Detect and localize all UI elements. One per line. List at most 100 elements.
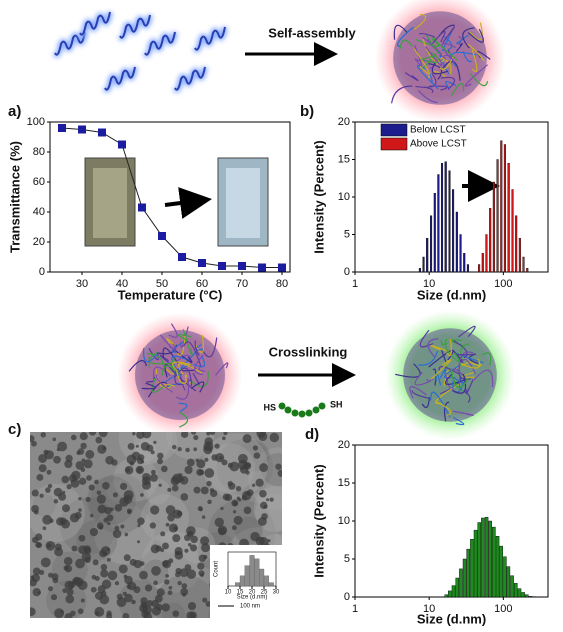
bar <box>470 539 474 598</box>
particle <box>133 586 141 594</box>
bar <box>517 588 522 598</box>
particle <box>179 568 189 577</box>
particle <box>52 437 57 442</box>
particle <box>69 474 77 482</box>
particle <box>218 527 226 536</box>
strand <box>151 377 165 393</box>
strand <box>471 49 478 73</box>
bar <box>507 163 510 273</box>
particle <box>149 522 156 529</box>
particle <box>131 599 136 605</box>
particle <box>174 550 179 555</box>
particle <box>153 580 158 586</box>
strand <box>439 368 447 379</box>
bar <box>518 238 521 273</box>
particle <box>150 505 160 515</box>
y-tick-label: 5 <box>344 228 350 240</box>
y-tick-label: 15 <box>338 153 350 165</box>
particle <box>191 432 197 435</box>
particle <box>235 485 242 492</box>
particle <box>89 513 94 518</box>
x-tick-label: 40 <box>116 278 128 290</box>
particle <box>45 487 51 493</box>
strand <box>430 345 452 353</box>
strand <box>190 381 205 393</box>
particle <box>80 442 87 450</box>
particle <box>219 456 223 460</box>
particle <box>32 567 41 576</box>
particle <box>70 610 76 617</box>
y-tick-label: 100 <box>27 116 45 128</box>
bar <box>466 548 470 598</box>
strand <box>462 27 475 49</box>
strand <box>444 374 467 385</box>
strand <box>178 411 189 428</box>
strand <box>469 73 489 87</box>
chart: 10 15 20 25 30 Size (d.nm) Count <box>214 551 280 601</box>
strand <box>155 368 172 389</box>
particle <box>98 524 104 530</box>
particle <box>203 554 208 560</box>
particle <box>204 457 209 462</box>
particle <box>78 534 86 542</box>
strand <box>452 416 465 426</box>
bar <box>522 256 525 273</box>
particle <box>56 517 65 526</box>
particle <box>85 450 95 459</box>
particle <box>77 448 85 455</box>
particle <box>165 522 170 527</box>
particle <box>269 432 279 443</box>
particle <box>241 494 248 501</box>
y-tick-label: 20 <box>338 439 350 451</box>
bar <box>492 181 495 273</box>
particle <box>80 467 86 473</box>
strand <box>460 343 470 362</box>
particle <box>184 465 193 475</box>
particle <box>91 574 97 580</box>
particle <box>243 506 252 515</box>
particle <box>149 473 158 482</box>
legend-swatch <box>380 137 408 151</box>
strand <box>424 52 440 64</box>
particle <box>30 607 36 616</box>
particle <box>84 547 92 554</box>
particle <box>140 597 148 605</box>
particle <box>32 588 41 597</box>
particle <box>142 480 152 490</box>
bar <box>477 522 481 598</box>
particle <box>38 454 48 463</box>
bar <box>503 556 507 598</box>
bar <box>451 585 456 598</box>
bar <box>444 161 447 273</box>
particle <box>140 493 144 497</box>
micelle-core <box>403 328 497 422</box>
particle <box>114 504 123 512</box>
particle <box>31 489 39 497</box>
bar <box>488 520 492 598</box>
particle <box>118 564 128 574</box>
step-label: Self-assembly <box>268 25 356 40</box>
strand <box>178 362 203 375</box>
strand <box>179 375 186 391</box>
tem-image <box>30 432 282 618</box>
particle <box>127 442 135 450</box>
particle <box>207 499 212 505</box>
bar <box>268 582 274 587</box>
bar <box>495 536 500 598</box>
strand <box>481 352 492 366</box>
particle <box>49 518 54 523</box>
x-tick-label: 50 <box>156 278 168 290</box>
strand <box>458 358 477 375</box>
y-tick-label: 0 <box>39 266 45 278</box>
particle <box>186 458 195 467</box>
particle <box>220 506 224 511</box>
particle <box>139 570 148 580</box>
particle <box>187 601 197 611</box>
strand <box>476 50 491 60</box>
strand <box>176 371 188 384</box>
particle <box>95 591 104 600</box>
bar <box>503 144 506 273</box>
bar <box>499 545 503 598</box>
strand <box>194 335 204 354</box>
particle <box>94 611 100 616</box>
